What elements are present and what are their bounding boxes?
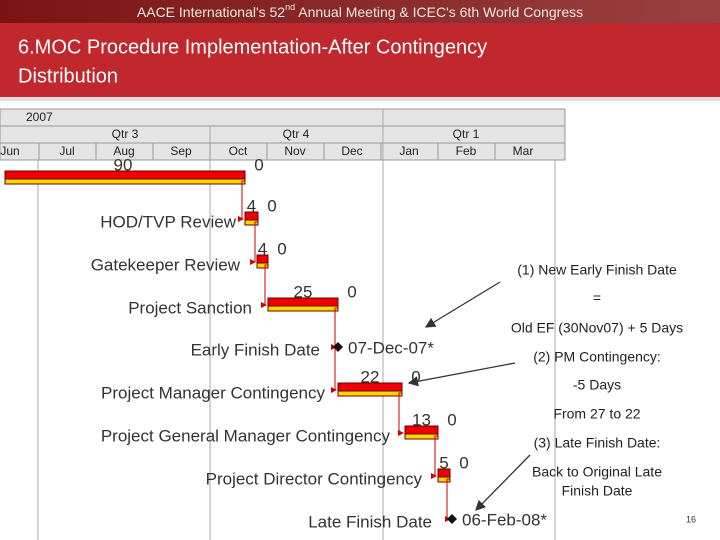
page-number: 16 [686, 514, 696, 524]
float: 0 [347, 282, 356, 301]
month-label: Jan [399, 144, 418, 158]
duration: 4 [247, 196, 256, 215]
gantt-header [0, 108, 566, 161]
float: 0 [447, 410, 456, 429]
float: 0 [459, 453, 468, 472]
dependency [331, 349, 338, 393]
month-label: Aug [113, 144, 134, 158]
dependency [431, 435, 438, 479]
annotation: From 27 to 22 [553, 406, 640, 422]
arrow [424, 281, 501, 328]
month-label: Feb [456, 144, 477, 158]
baseline-bar [267, 305, 339, 312]
annotation: (2) PM Contingency: [533, 349, 661, 365]
baseline-bar [4, 178, 246, 185]
title-shadow [0, 97, 720, 101]
annotation: -5 Days [573, 377, 621, 393]
annotation: Old EF (30Nov07) + 5 Days [511, 320, 683, 336]
float: 0 [411, 367, 420, 386]
milestone [447, 514, 457, 524]
milestone-date: 06-Feb-08* [462, 510, 547, 529]
dependency [261, 264, 268, 308]
baseline-bar [404, 433, 439, 440]
float: 0 [267, 196, 276, 215]
banner-sup: nd [285, 2, 295, 12]
duration: 5 [439, 453, 448, 472]
title-band [0, 23, 720, 97]
annotation: = [593, 290, 601, 306]
task-name: Early Finish Date [191, 340, 320, 359]
month-label: Sep [170, 144, 192, 158]
task-name: Gatekeeper Review [91, 255, 241, 274]
dependency [252, 221, 258, 263]
task-name: Project Director Contingency [206, 469, 423, 488]
annotation: Finish Date [562, 483, 633, 499]
float: 0 [254, 155, 263, 174]
month-label: Jun [0, 144, 19, 158]
year-label: 2007 [26, 110, 53, 124]
duration: 13 [412, 410, 431, 429]
duration: 90 [114, 155, 133, 174]
month-label: Jul [59, 144, 74, 158]
banner-text: AACE International's 52nd Annual Meeting… [137, 2, 583, 19]
gantt [0, 108, 566, 540]
task-name: Project Manager Contingency [101, 383, 325, 402]
annotation: Back to Original Late [532, 464, 662, 480]
baseline-bar [337, 390, 403, 397]
dependency [398, 392, 404, 436]
month-label: Oct [229, 144, 248, 158]
title: 6.MOC Procedure Implementation-After Con… [18, 36, 487, 58]
annotation: (1) New Early Finish Date [517, 262, 677, 278]
quarter-label: Qtr 3 [112, 127, 139, 141]
banner-part: Annual Meeting & ICEC's 6th World Congre… [295, 4, 583, 20]
title: Distribution [18, 65, 118, 87]
duration: 4 [258, 239, 267, 258]
month-label: Dec [341, 144, 362, 158]
milestone-date: 07-Dec-07* [348, 338, 434, 357]
quarter-label: Qtr 4 [283, 127, 310, 141]
dependency [238, 180, 245, 222]
duration: 22 [361, 367, 380, 386]
task-name: Project General Manager Contingency [101, 426, 391, 445]
banner [0, 0, 720, 23]
annotation: (3) Late Finish Date: [534, 435, 661, 451]
task-name: Project Sanction [128, 298, 252, 317]
task-name: Late Finish Date [308, 512, 432, 531]
float: 0 [277, 239, 286, 258]
arrow [407, 362, 516, 387]
task-name: HOD/TVP Review [100, 212, 236, 231]
duration: 25 [294, 282, 313, 301]
month-label: Mar [513, 144, 534, 158]
banner-part: AACE International's 52 [137, 4, 285, 20]
month-label: Nov [284, 144, 305, 158]
quarter-label: Qtr 1 [453, 127, 480, 141]
arrow [475, 454, 531, 511]
